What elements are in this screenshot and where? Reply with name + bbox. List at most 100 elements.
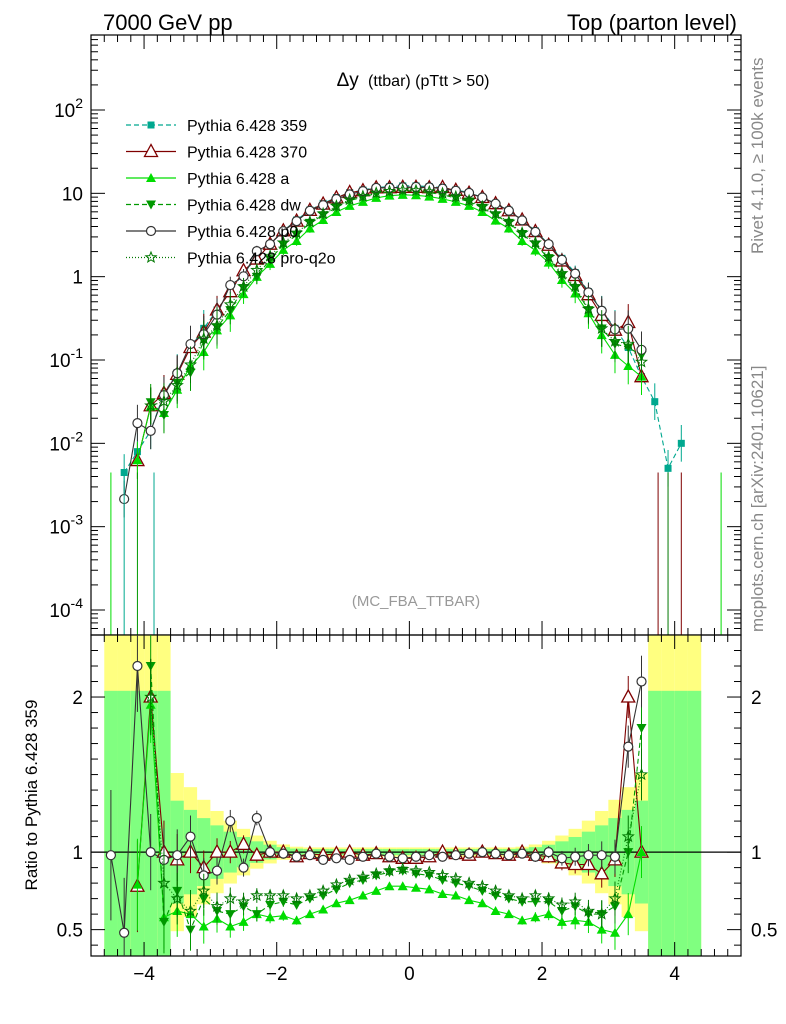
y-tick-label: 10-1 xyxy=(49,345,83,372)
point xyxy=(225,815,236,827)
legend-label: Pythia 6.428 359 xyxy=(187,118,307,135)
point xyxy=(223,891,237,905)
chart-title-sub: (ttbar) (pTtt > 50) xyxy=(368,73,489,90)
tick-base: 10 xyxy=(49,351,70,372)
point xyxy=(264,239,276,250)
point xyxy=(318,904,329,914)
point xyxy=(396,862,410,875)
point xyxy=(542,250,556,263)
point xyxy=(369,186,383,199)
point xyxy=(503,850,514,861)
point xyxy=(437,851,448,862)
point xyxy=(477,898,488,908)
point xyxy=(568,894,582,908)
x-tick-label: −4 xyxy=(133,964,155,985)
point xyxy=(449,871,463,885)
point xyxy=(609,927,620,937)
point xyxy=(397,853,408,864)
point xyxy=(211,865,223,876)
point xyxy=(264,847,276,858)
uncertainty-band-inner xyxy=(661,690,675,956)
point xyxy=(371,848,382,859)
analysis-watermark: (MC_FBA_TTBAR) xyxy=(352,593,480,610)
point xyxy=(250,888,264,902)
point xyxy=(409,183,423,197)
point xyxy=(581,904,596,917)
x-tick-label: 2 xyxy=(537,964,548,985)
point xyxy=(450,890,461,900)
point xyxy=(316,883,330,897)
series-line xyxy=(123,186,642,500)
point xyxy=(343,192,357,206)
legend-label: Pythia 6.428 a xyxy=(187,171,289,188)
point xyxy=(502,214,516,228)
point xyxy=(290,891,304,905)
point xyxy=(595,321,609,335)
point xyxy=(636,847,647,857)
point xyxy=(528,235,542,249)
point xyxy=(144,398,158,412)
ratio-line xyxy=(150,665,643,932)
point xyxy=(303,214,317,228)
point xyxy=(555,897,569,911)
point xyxy=(132,660,143,672)
ratio-series-p0 xyxy=(105,635,647,956)
point xyxy=(382,863,397,877)
point xyxy=(197,883,211,897)
ratio-y-tick-label: 1 xyxy=(72,843,83,864)
series-pro-q2o xyxy=(144,183,649,425)
ratio-y-tick-label-right: 0.5 xyxy=(751,921,777,942)
point xyxy=(570,915,581,925)
point xyxy=(278,226,289,237)
point xyxy=(263,249,277,262)
x-tick-label: −2 xyxy=(266,964,288,985)
point xyxy=(608,891,622,905)
point xyxy=(634,355,649,368)
tick-exponent: 2 xyxy=(75,95,83,111)
point xyxy=(304,850,315,861)
point xyxy=(530,912,541,922)
point xyxy=(608,334,622,347)
point xyxy=(356,869,370,883)
point xyxy=(185,831,196,842)
point xyxy=(568,279,582,293)
point xyxy=(316,206,330,220)
y-tick-label: 1 xyxy=(72,268,83,289)
legend-label: Pythia 6.428 dw xyxy=(187,198,301,215)
point xyxy=(331,853,342,864)
point xyxy=(515,225,529,239)
point xyxy=(556,254,568,265)
tick-exponent: -3 xyxy=(71,512,84,528)
legend-item: Pythia 6.428 pro-q2o xyxy=(126,251,336,268)
point xyxy=(210,899,224,912)
point xyxy=(623,909,634,919)
point xyxy=(634,767,649,781)
point xyxy=(530,245,541,255)
point xyxy=(265,912,276,922)
point xyxy=(556,853,568,864)
point xyxy=(570,851,581,862)
point xyxy=(503,909,514,919)
point xyxy=(609,851,621,862)
ratio-y-tick-label-right: 2 xyxy=(751,688,762,709)
point xyxy=(132,455,143,465)
point xyxy=(238,862,249,873)
point xyxy=(517,848,528,859)
point xyxy=(528,888,542,902)
point xyxy=(303,888,317,902)
point xyxy=(636,724,647,734)
series-line xyxy=(150,189,642,407)
point xyxy=(251,812,262,824)
ratio-y-tick-label: 0.5 xyxy=(57,921,83,942)
point xyxy=(503,205,514,216)
point xyxy=(210,318,224,332)
point xyxy=(170,378,184,392)
legend-label: Pythia 6.428 p0 xyxy=(187,224,298,241)
point xyxy=(158,917,169,927)
ratio-series xyxy=(105,635,650,956)
point xyxy=(263,888,277,902)
y-tick-label: 10-3 xyxy=(49,512,83,539)
